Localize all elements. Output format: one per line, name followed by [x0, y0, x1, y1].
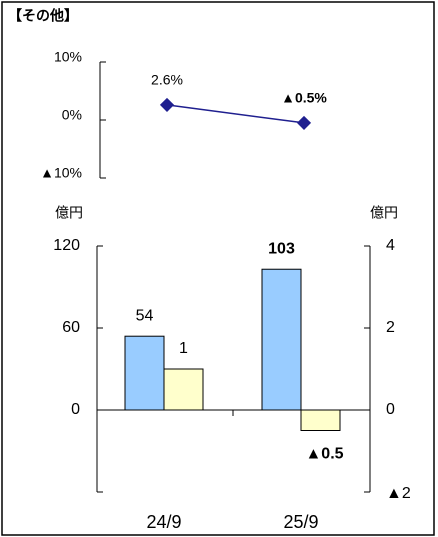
data-label: 2.6% [151, 72, 183, 88]
y2-tick-label: 4 [386, 237, 395, 254]
marker [296, 115, 312, 130]
data-label: ▲0.5% [281, 90, 327, 106]
marker [159, 97, 175, 112]
data-label: 1 [179, 340, 188, 357]
y-tick-label: ▲10% [40, 165, 82, 181]
bar [124, 335, 165, 411]
y-axis-label: 億円 [55, 205, 83, 221]
bar [163, 368, 204, 411]
x-tick-label: 24/9 [146, 512, 181, 532]
data-label: 54 [136, 307, 154, 324]
bar [300, 409, 341, 431]
x-tick-label: 25/9 [283, 512, 318, 532]
bar [261, 268, 302, 411]
data-label: 103 [268, 240, 295, 257]
y-tick-label: 0 [71, 401, 80, 418]
y2-tick-label: 0 [386, 401, 395, 418]
data-label: ▲0.5 [305, 446, 343, 463]
y-tick-label: 0% [62, 107, 82, 123]
y-tick-label: 120 [53, 237, 80, 254]
y2-tick-label: 2 [386, 319, 395, 336]
y-tick-label: 60 [62, 319, 80, 336]
line [166, 104, 305, 124]
y2-tick-label: ▲2 [386, 485, 411, 502]
y2-axis-label: 億円 [370, 205, 398, 221]
chart-title: 【その他】 [8, 8, 78, 24]
y-tick-label: 10% [54, 49, 82, 65]
